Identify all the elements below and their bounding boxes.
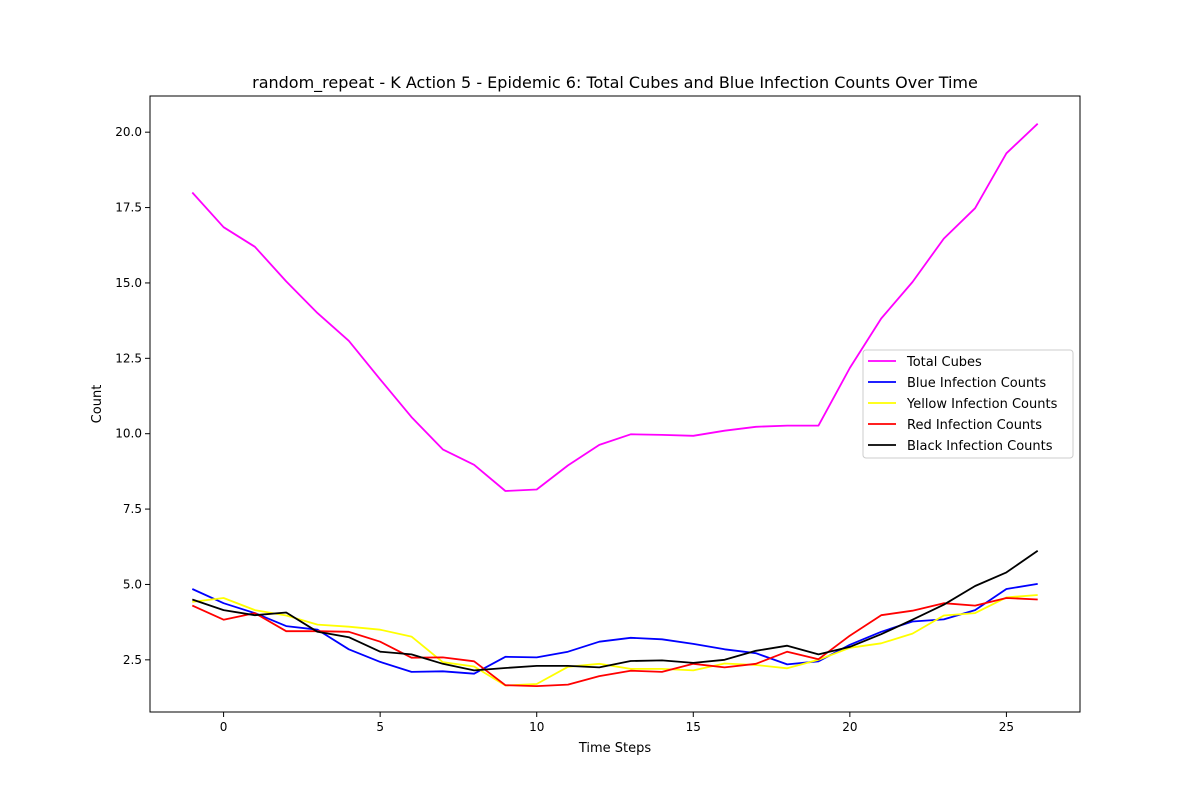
y-tick-label: 15.0 <box>115 276 142 290</box>
y-tick-label: 2.5 <box>123 653 142 667</box>
x-tick-label: 0 <box>220 720 228 734</box>
x-tick-label: 5 <box>376 720 384 734</box>
plot-frame <box>149 95 1081 713</box>
x-tick-label: 10 <box>529 720 544 734</box>
legend-label-1: Blue Infection Counts <box>907 376 1046 391</box>
x-axis-label: Time Steps <box>578 741 652 756</box>
y-tick-label: 12.5 <box>115 351 142 365</box>
series-lines <box>191 123 1039 687</box>
x-tick-label: 25 <box>999 720 1014 734</box>
series-line-4 <box>192 549 1039 672</box>
series-line-2 <box>192 594 1038 687</box>
y-axis: 2.5 5.0 7.5 10.0 12.5 15.0 17.5 20.0 <box>115 125 150 667</box>
legend-label-4: Black Infection Counts <box>907 439 1053 454</box>
y-tick-label: 5.0 <box>123 577 142 591</box>
x-tick-label: 15 <box>686 720 701 734</box>
legend-label-3: Red Infection Counts <box>907 418 1042 433</box>
y-axis-label: Count <box>90 385 105 424</box>
series-line-1 <box>191 583 1038 675</box>
x-axis: 0 5 10 15 20 25 <box>220 712 1014 734</box>
legend: Total Cubes Blue Infection Counts Yellow I… <box>862 349 1074 459</box>
legend-label-2: Yellow Infection Counts <box>906 397 1058 412</box>
y-tick-label: 20.0 <box>115 125 142 139</box>
legend-label-0: Total Cubes <box>906 355 982 370</box>
y-tick-label: 17.5 <box>115 201 142 215</box>
chart-title: random_repeat - K Action 5 - Epidemic 6:… <box>252 73 978 93</box>
series-line-0 <box>191 123 1039 492</box>
x-tick-label: 20 <box>842 720 857 734</box>
series-line-3 <box>191 597 1038 687</box>
y-tick-label: 7.5 <box>123 502 142 516</box>
y-tick-label: 10.0 <box>115 427 142 441</box>
legend-frame <box>862 349 1074 459</box>
